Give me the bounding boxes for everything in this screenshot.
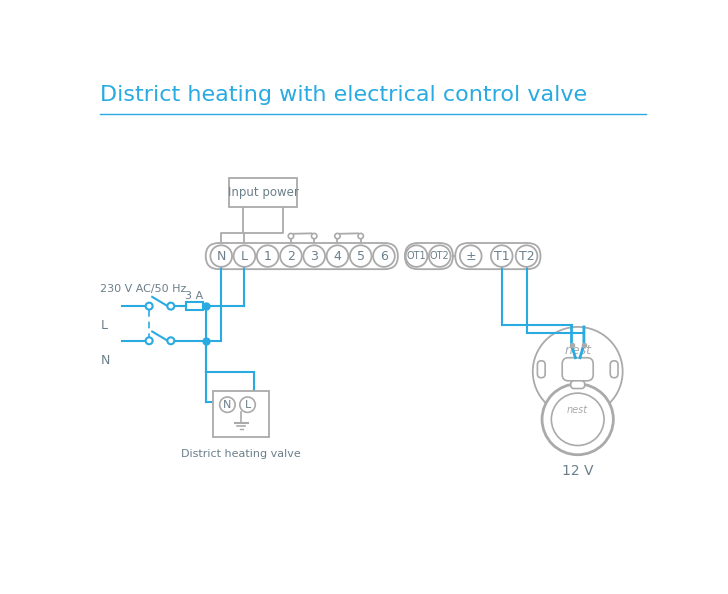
Text: N: N <box>100 353 110 366</box>
Circle shape <box>220 397 235 412</box>
Circle shape <box>429 245 451 267</box>
Circle shape <box>257 245 279 267</box>
FancyBboxPatch shape <box>455 243 540 269</box>
Circle shape <box>542 384 614 455</box>
Circle shape <box>167 337 174 345</box>
Text: L: L <box>100 319 107 332</box>
Text: 1: 1 <box>264 249 272 263</box>
FancyBboxPatch shape <box>405 243 453 269</box>
Circle shape <box>280 245 302 267</box>
Circle shape <box>335 233 340 239</box>
Circle shape <box>167 303 174 309</box>
Text: 3: 3 <box>310 249 318 263</box>
Text: 2: 2 <box>287 249 295 263</box>
Circle shape <box>491 245 513 267</box>
Circle shape <box>312 233 317 239</box>
Text: OT2: OT2 <box>430 251 450 261</box>
Circle shape <box>210 245 232 267</box>
Circle shape <box>551 393 604 446</box>
Text: L: L <box>245 400 250 410</box>
Text: nest: nest <box>564 343 591 356</box>
Text: 230 V AC/50 Hz: 230 V AC/50 Hz <box>100 284 186 294</box>
Text: 3 A: 3 A <box>185 291 203 301</box>
Text: 12 V: 12 V <box>562 464 593 478</box>
Text: N: N <box>216 249 226 263</box>
FancyBboxPatch shape <box>213 391 269 437</box>
Circle shape <box>288 233 293 239</box>
Text: T2: T2 <box>519 249 534 263</box>
Text: 6: 6 <box>380 249 388 263</box>
FancyBboxPatch shape <box>537 361 545 378</box>
FancyBboxPatch shape <box>229 178 297 207</box>
Circle shape <box>405 245 427 267</box>
FancyBboxPatch shape <box>206 243 398 269</box>
Circle shape <box>327 245 348 267</box>
Text: OT1: OT1 <box>407 251 427 261</box>
Text: N: N <box>223 400 232 410</box>
Circle shape <box>234 245 256 267</box>
Text: T1: T1 <box>494 249 510 263</box>
Text: Input power: Input power <box>228 186 298 198</box>
Text: District heating valve: District heating valve <box>181 449 301 459</box>
Circle shape <box>350 245 371 267</box>
Circle shape <box>533 327 622 416</box>
Text: 5: 5 <box>357 249 365 263</box>
Circle shape <box>515 245 537 267</box>
Text: nest: nest <box>567 405 588 415</box>
Circle shape <box>304 245 325 267</box>
Text: ±: ± <box>465 249 476 263</box>
Circle shape <box>460 245 482 267</box>
FancyBboxPatch shape <box>571 381 585 388</box>
Circle shape <box>146 303 153 309</box>
Circle shape <box>373 245 395 267</box>
Bar <box>186 302 202 310</box>
FancyBboxPatch shape <box>562 358 593 381</box>
Circle shape <box>146 337 153 345</box>
Text: District heating with electrical control valve: District heating with electrical control… <box>100 85 587 105</box>
Circle shape <box>240 397 256 412</box>
Text: 4: 4 <box>333 249 341 263</box>
Circle shape <box>358 233 363 239</box>
FancyBboxPatch shape <box>610 361 618 378</box>
Text: L: L <box>241 249 248 263</box>
